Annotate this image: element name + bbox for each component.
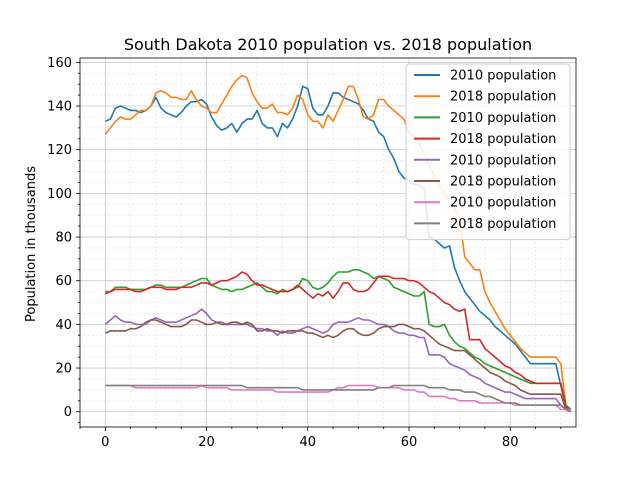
x-tick-label: 60 <box>401 435 418 450</box>
series-line-7 <box>105 384 571 411</box>
y-tick-label: 100 <box>47 187 72 202</box>
series-lines <box>104 74 572 413</box>
legend-label: 2018 population <box>450 90 556 105</box>
y-tick-label: 80 <box>55 231 72 246</box>
legend-label: 2010 population <box>450 153 556 168</box>
series-line-6 <box>104 319 572 413</box>
legend-label: 2010 population <box>450 196 556 211</box>
y-tick-label: 40 <box>55 318 72 333</box>
axis-ticks: 0 20 40 60 80 0 20 40 60 80 100 120 140 160 <box>47 56 562 450</box>
legend: 2010 population 2018 population 2010 popul… <box>405 63 571 241</box>
y-tick-label: 0 <box>64 405 72 420</box>
plot-frame <box>79 57 577 428</box>
legend-box <box>405 63 571 241</box>
legend-label: 2018 population <box>450 132 556 147</box>
x-tick-label: 80 <box>502 435 519 450</box>
legend-label: 2010 population <box>450 69 556 84</box>
y-axis-label: Population in thousands <box>24 166 39 322</box>
x-tick-label: 0 <box>101 435 109 450</box>
legend-label: 2010 population <box>450 111 556 126</box>
series-line-8 <box>105 384 572 413</box>
legend-label: 2018 population <box>450 217 556 232</box>
chart-title: South Dakota 2010 population vs. 2018 po… <box>124 35 532 54</box>
y-tick-label: 140 <box>47 100 72 115</box>
series-line-5 <box>104 308 571 411</box>
x-tick-label: 40 <box>299 435 316 450</box>
y-tick-label: 60 <box>55 274 72 289</box>
y-tick-label: 160 <box>47 56 72 71</box>
series-line-4 <box>104 271 572 411</box>
series-line-2 <box>104 74 572 411</box>
series-line-1 <box>104 85 572 411</box>
y-tick-label: 20 <box>55 362 72 377</box>
x-tick-label: 20 <box>198 435 215 450</box>
legend-label: 2018 population <box>450 175 556 190</box>
y-tick-label: 120 <box>47 143 72 158</box>
